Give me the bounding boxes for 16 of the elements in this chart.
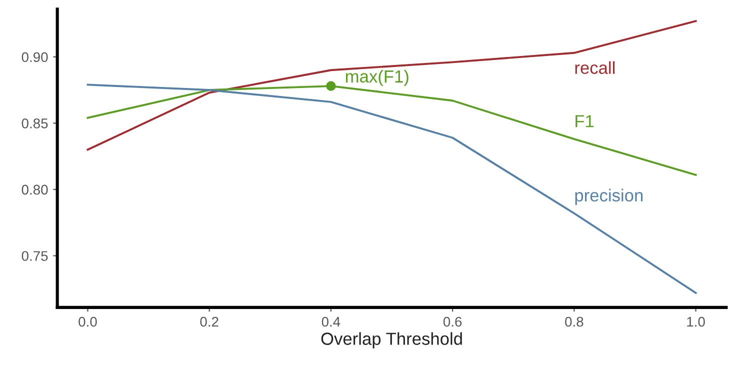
series-label: F1 bbox=[576, 115, 594, 128]
line-series bbox=[86, 20, 697, 151]
y-tick-label: 0.90 bbox=[22, 52, 48, 62]
x-axis-title: Overlap Threshold bbox=[321, 332, 462, 348]
annotation: max(F1) bbox=[346, 70, 408, 86]
series-label: precision bbox=[575, 188, 643, 205]
y-tick-label: 0.75 bbox=[22, 251, 48, 261]
x-tick-label: 0.0 bbox=[78, 316, 97, 327]
y-tick-label: 0.85 bbox=[22, 118, 48, 128]
x-tick-label: 1.0 bbox=[687, 316, 705, 327]
x-tick-label: 0.4 bbox=[322, 316, 340, 327]
x-tick-label: 0.6 bbox=[443, 316, 462, 327]
y-tick-label: 0.80 bbox=[22, 184, 48, 195]
x-tick-label: 0.8 bbox=[565, 316, 584, 327]
x-tick-label: 0.2 bbox=[200, 316, 218, 327]
series-label: recall bbox=[575, 61, 614, 74]
